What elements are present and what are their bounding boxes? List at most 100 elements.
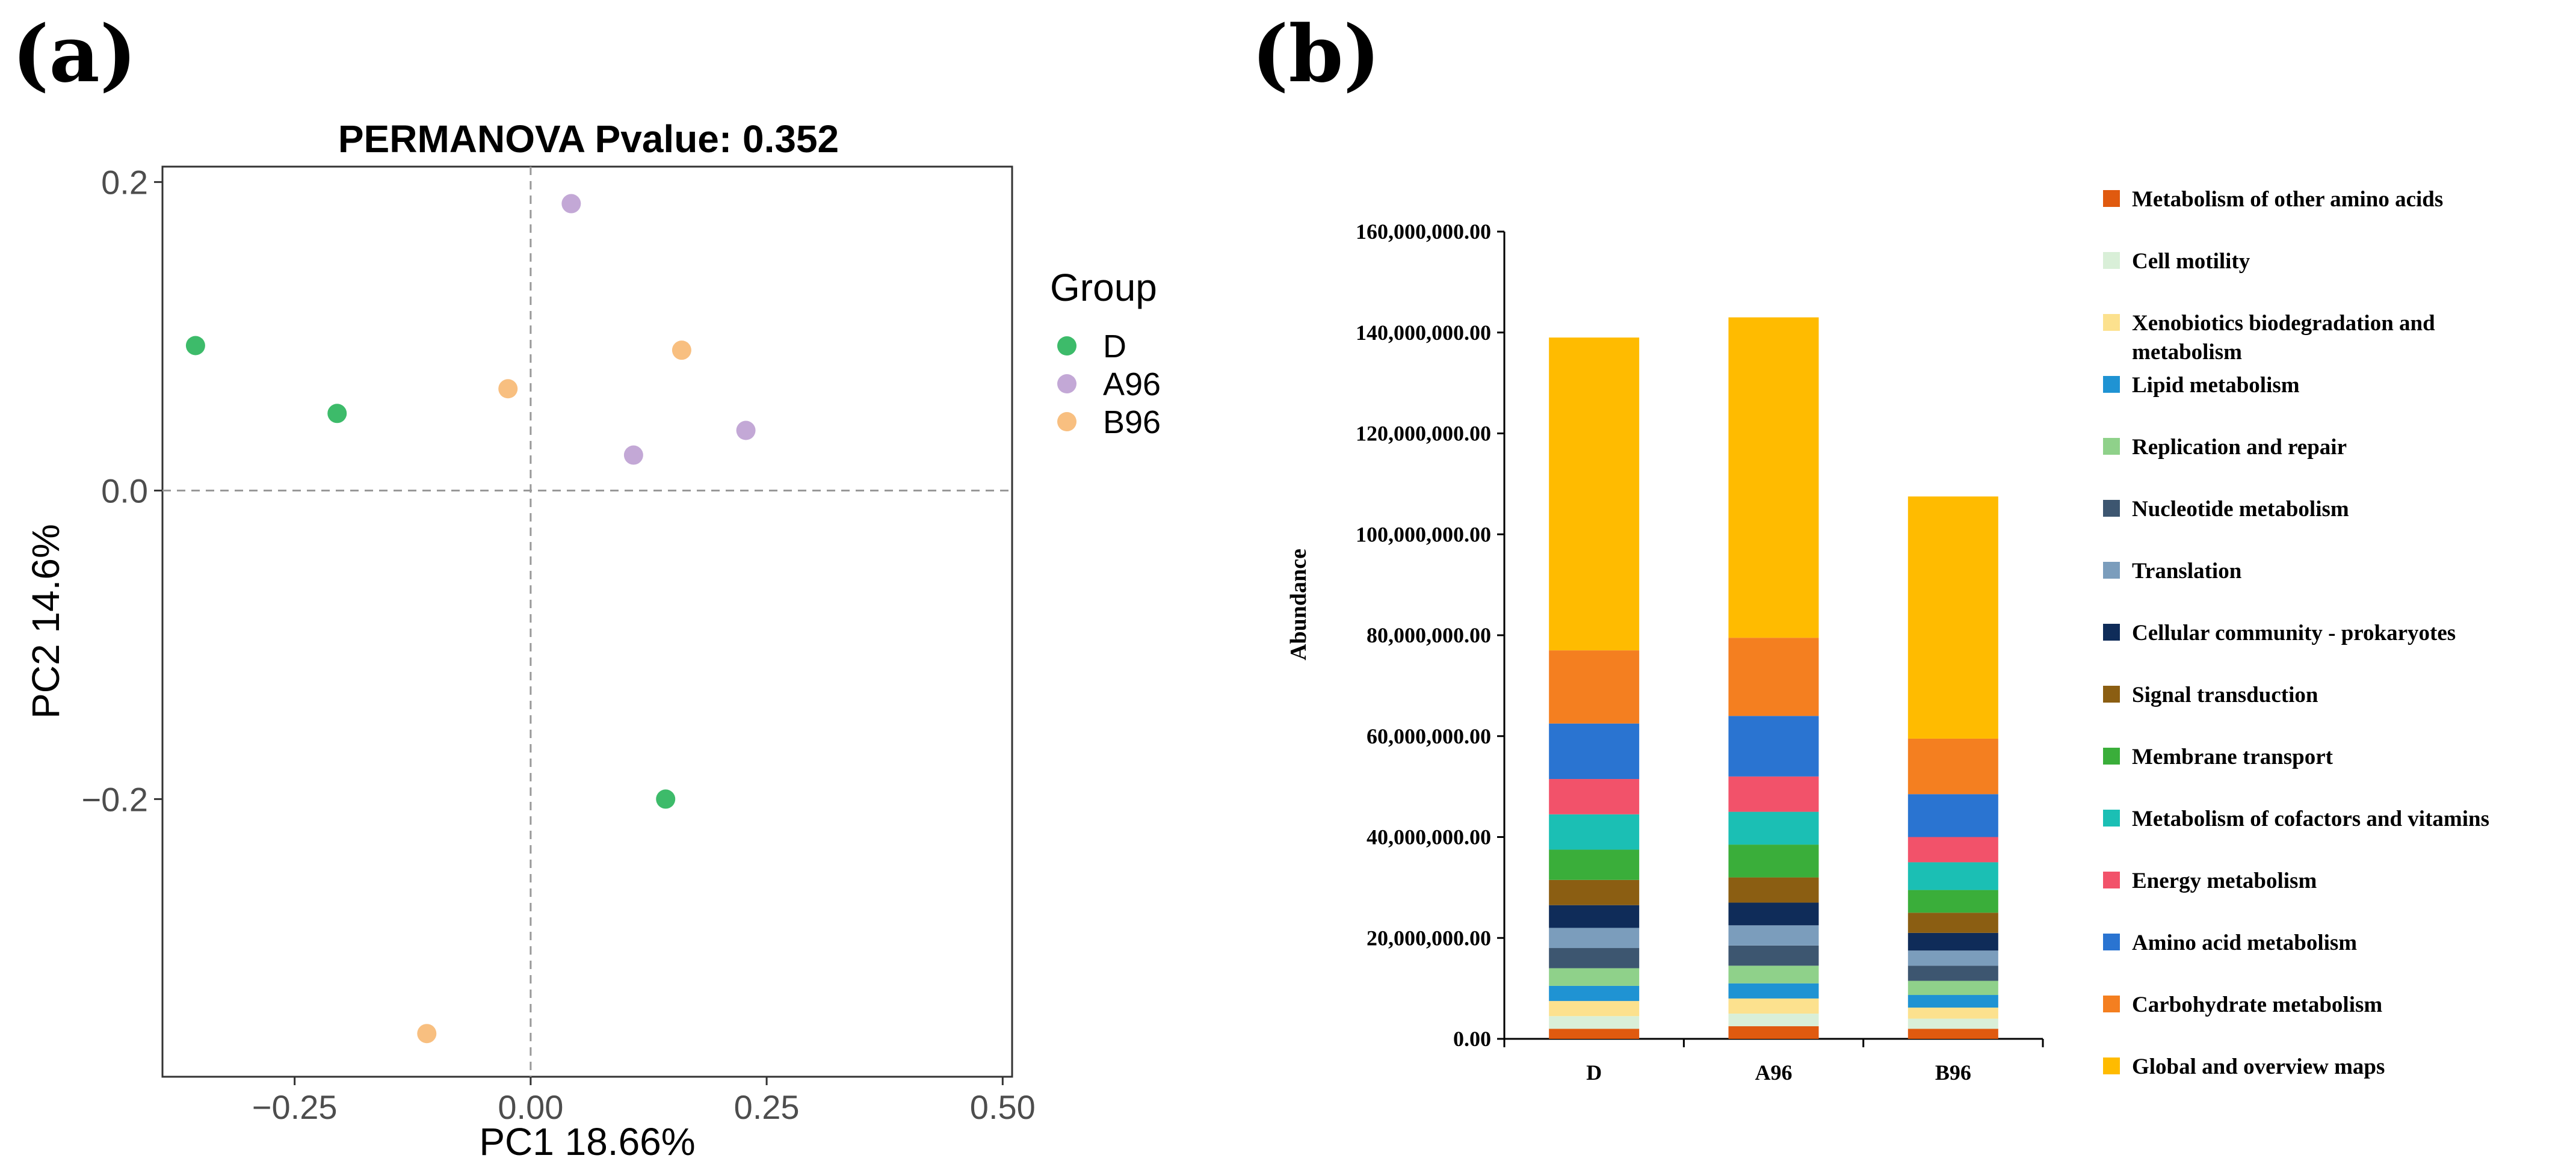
bar-legend: Metabolism of other amino acids Cell moti… xyxy=(2103,187,2489,1079)
legend-label-metabolism-of-cofactors-and-vitamins: Metabolism of cofactors and vitamins xyxy=(2132,807,2489,831)
x-tick-label: −0.25 xyxy=(252,1088,338,1126)
x-axis-label: PC1 18.66% xyxy=(479,1120,695,1163)
scatter-points xyxy=(185,194,756,1044)
bar-segment-a96-metabolism-of-other-amino-acids xyxy=(1728,1026,1819,1039)
legend-label-lipid-metabolism: Lipid metabolism xyxy=(2132,373,2300,398)
bar-x-tick-label: B96 xyxy=(1935,1061,1971,1085)
x-tick-label: 0.50 xyxy=(970,1088,1036,1126)
bar-segment-a96-cellular-community-prokaryotes xyxy=(1728,902,1819,926)
bar-segment-a96-global-and-overview-maps xyxy=(1728,317,1819,638)
bar-segment-b96-replication-and-repair xyxy=(1907,981,1998,996)
bar-segment-b96-carbohydrate-metabolism xyxy=(1907,738,1998,795)
y-axis-label: PC2 14.6% xyxy=(24,524,67,719)
bar-segment-d-cellular-community-prokaryotes xyxy=(1549,905,1640,928)
bar-y-tick-label: 120,000,000.00 xyxy=(1356,422,1491,446)
bar-segment-d-xenobiotics-biodegradation-and-metabolism xyxy=(1549,1001,1640,1017)
legend-swatch-replication-and-repair xyxy=(2103,438,2120,455)
bar-segment-d-metabolism-of-cofactors-and-vitamins xyxy=(1549,814,1640,850)
bar-segment-b96-membrane-transport xyxy=(1907,890,1998,913)
legend-label-cell-motility: Cell motility xyxy=(2132,249,2250,274)
x-tick-label: 0.00 xyxy=(498,1088,563,1126)
legend-swatch-translation xyxy=(2103,562,2120,579)
bar-segment-a96-carbohydrate-metabolism xyxy=(1728,638,1819,716)
y-tick-label: 0.0 xyxy=(101,472,148,510)
bar-y-tick-label: 140,000,000.00 xyxy=(1356,321,1491,345)
panel-label-b: (b) xyxy=(1252,8,1380,100)
legend-label-metabolism-of-other-amino-acids: Metabolism of other amino acids xyxy=(2132,187,2443,212)
point-d xyxy=(185,336,205,356)
bar-segment-a96-energy-metabolism xyxy=(1728,776,1819,812)
bar-segment-d-energy-metabolism xyxy=(1549,779,1640,814)
bar-segment-d-nucleotide-metabolism xyxy=(1549,948,1640,968)
legend-label-xenobiotics-biodegradation-and-metabolism: Xenobiotics biodegradation and metabolism xyxy=(2132,311,2435,365)
bar-segment-b96-nucleotide-metabolism xyxy=(1907,965,1998,981)
bar-y-tick-label: 20,000,000.00 xyxy=(1367,926,1491,950)
bar-segment-b96-metabolism-of-other-amino-acids xyxy=(1907,1029,1998,1039)
legend-label-signal-transduction: Signal transduction xyxy=(2132,683,2318,707)
legend-swatch-membrane-transport xyxy=(2103,748,2120,765)
point-a96 xyxy=(736,420,756,440)
bar-segment-a96-replication-and-repair xyxy=(1728,965,1819,984)
bar-segment-d-amino-acid-metabolism xyxy=(1549,723,1640,780)
legend-swatch-metabolism-of-other-amino-acids xyxy=(2103,190,2120,207)
legend-label-line: metabolism xyxy=(2132,340,2242,365)
pcoa-scatter-chart: PERMANOVA Pvalue: 0.352 −0.25 0.00 0.25 0.5… xyxy=(24,117,1161,1163)
legend-swatch-xenobiotics-biodegradation-and-metabolism xyxy=(2103,314,2120,331)
bar-y-tick-label: 0.00 xyxy=(1453,1027,1491,1051)
bar-segment-d-carbohydrate-metabolism xyxy=(1549,650,1640,724)
bar-segment-b96-metabolism-of-cofactors-and-vitamins xyxy=(1907,862,1998,890)
legend-label-membrane-transport: Membrane transport xyxy=(2132,745,2334,769)
bar-x-tick-label: D xyxy=(1586,1061,1602,1085)
bar-y-tick-label: 40,000,000.00 xyxy=(1367,825,1491,849)
y-tick-label: 0.2 xyxy=(101,164,148,202)
bar-segment-b96-signal-transduction xyxy=(1907,913,1998,933)
bar-segment-d-signal-transduction xyxy=(1549,879,1640,905)
bar-y-tick-label: 80,000,000.00 xyxy=(1367,623,1491,647)
bar-segment-b96-energy-metabolism xyxy=(1907,837,1998,863)
bar-segment-b96-cell-motility xyxy=(1907,1018,1998,1029)
bar-segment-b96-cellular-community-prokaryotes xyxy=(1907,932,1998,951)
bar-segment-a96-translation xyxy=(1728,925,1819,946)
legend-swatch-metabolism-of-cofactors-and-vitamins xyxy=(2103,810,2120,827)
bar-x-tick-label: A96 xyxy=(1755,1061,1793,1085)
point-d xyxy=(327,404,347,423)
bar-segment-b96-lipid-metabolism xyxy=(1907,995,1998,1008)
bar-segment-b96-amino-acid-metabolism xyxy=(1907,794,1998,837)
bar-segment-a96-xenobiotics-biodegradation-and-metabolism xyxy=(1728,998,1819,1014)
bar-segment-a96-metabolism-of-cofactors-and-vitamins xyxy=(1728,811,1819,845)
legend-marker-a96 xyxy=(1057,374,1076,393)
bar-stacks xyxy=(1549,317,1998,1039)
legend-swatch-carbohydrate-metabolism xyxy=(2103,996,2120,1012)
bar-segment-a96-lipid-metabolism xyxy=(1728,983,1819,999)
legend-swatch-cell-motility xyxy=(2103,252,2120,269)
panel-label-a: (a) xyxy=(12,8,137,100)
point-b96 xyxy=(417,1024,437,1044)
stacked-bar-chart: 0.00 20,000,000.00 40,000,000.00 60,000,000… xyxy=(1286,187,2489,1085)
bar-y-axis-label: Abundance xyxy=(1286,549,1311,660)
point-d xyxy=(656,789,676,809)
legend-label-translation: Translation xyxy=(2132,559,2242,583)
bar-segment-d-replication-and-repair xyxy=(1549,968,1640,986)
legend-label-energy-metabolism: Energy metabolism xyxy=(2132,869,2317,893)
legend-swatch-nucleotide-metabolism xyxy=(2103,500,2120,517)
legend-label-a96: A96 xyxy=(1103,366,1161,402)
bar-segment-d-translation xyxy=(1549,928,1640,949)
y-tick-label: −0.2 xyxy=(81,780,148,818)
bar-segment-d-global-and-overview-maps xyxy=(1549,337,1640,651)
bar-segment-a96-membrane-transport xyxy=(1728,845,1819,878)
legend-marker-b96 xyxy=(1057,412,1076,431)
legend-swatch-amino-acid-metabolism xyxy=(2103,934,2120,950)
legend-label-cellular-community-prokaryotes: Cellular community - prokaryotes xyxy=(2132,621,2456,645)
bar-segment-a96-amino-acid-metabolism xyxy=(1728,716,1819,777)
legend-label-line: Xenobiotics biodegradation and xyxy=(2132,311,2435,336)
bar-segment-d-metabolism-of-other-amino-acids xyxy=(1549,1029,1640,1039)
legend-label-global-and-overview-maps: Global and overview maps xyxy=(2132,1054,2385,1079)
point-b96 xyxy=(498,379,518,399)
legend-swatch-cellular-community-prokaryotes xyxy=(2103,624,2120,641)
bar-segment-b96-translation xyxy=(1907,950,1998,966)
legend-label-replication-and-repair: Replication and repair xyxy=(2132,435,2347,460)
legend-label-nucleotide-metabolism: Nucleotide metabolism xyxy=(2132,497,2349,522)
bar-segment-b96-xenobiotics-biodegradation-and-metabolism xyxy=(1907,1007,1998,1019)
